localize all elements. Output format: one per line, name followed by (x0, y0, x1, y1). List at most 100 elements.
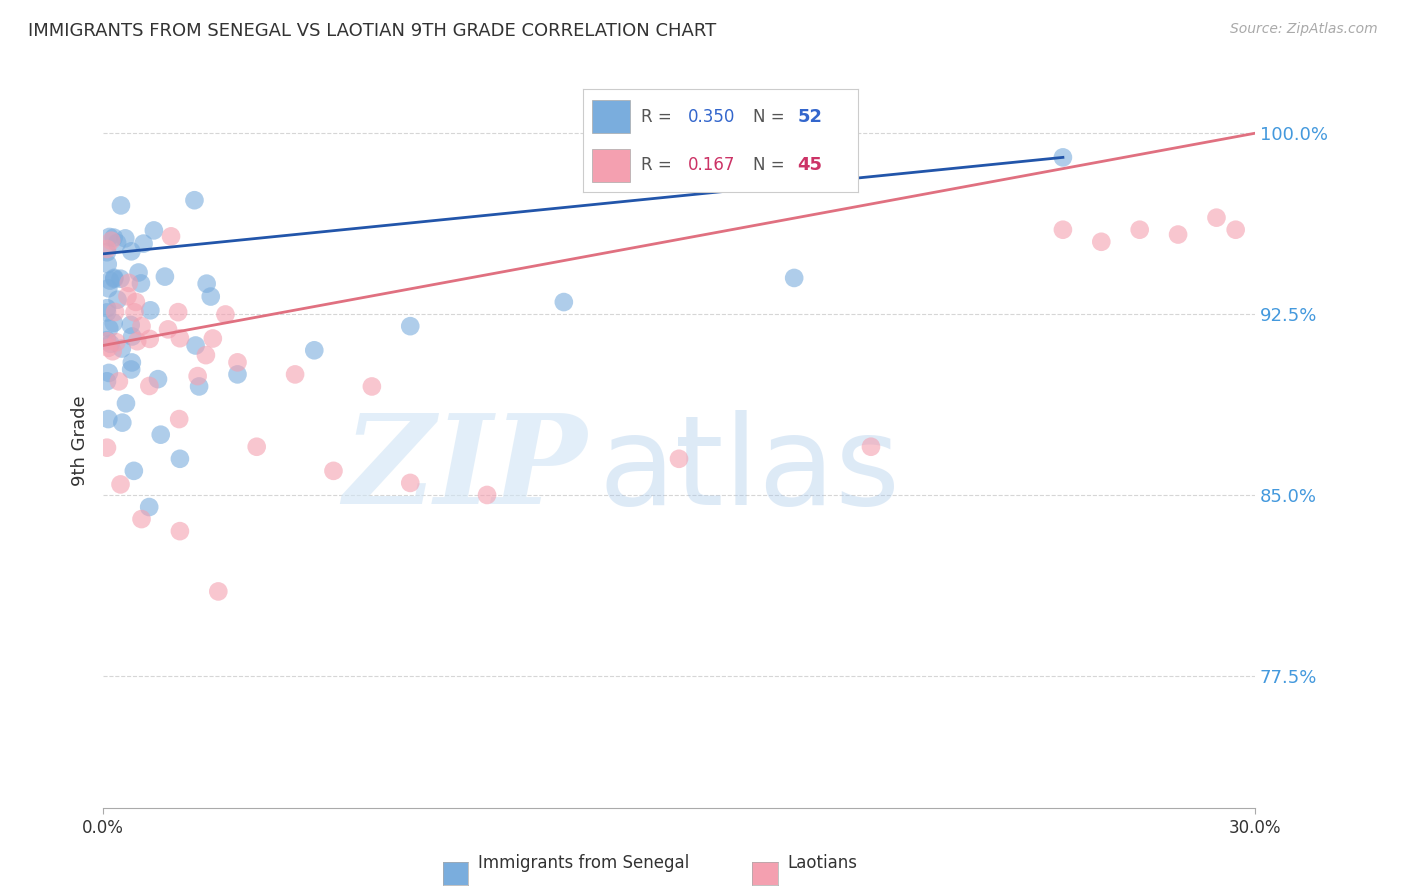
Point (167, 305, 190, 319)
Point (322, 464, 344, 478)
Point (96, 245, 118, 260)
Point (399, 475, 422, 490)
Point (131, 319, 153, 334)
Point (195, 277, 218, 291)
Point (110, 477, 132, 491)
Point (110, 271, 132, 285)
Point (121, 329, 143, 343)
Point (97, 366, 120, 380)
Point (120, 362, 142, 376)
Point (114, 231, 136, 245)
Point (132, 236, 155, 251)
Point (96, 441, 118, 455)
Text: Laotians: Laotians (787, 855, 858, 872)
Point (553, 295, 575, 310)
Point (187, 369, 209, 384)
Point (105, 335, 128, 350)
Point (668, 451, 690, 466)
Point (304, 343, 326, 358)
Point (96, 334, 118, 349)
Point (117, 289, 139, 303)
Point (111, 416, 134, 430)
Point (118, 276, 141, 290)
Point (160, 229, 183, 244)
Point (360, 379, 382, 393)
Point (127, 334, 149, 349)
Text: 45: 45 (797, 156, 823, 174)
Point (201, 331, 224, 345)
Point (96, 242, 118, 256)
Point (110, 198, 132, 212)
Point (139, 303, 162, 318)
Point (246, 440, 269, 454)
Point (146, 372, 169, 386)
Text: IMMIGRANTS FROM SENEGAL VS LAOTIAN 9TH GRADE CORRELATION CHART: IMMIGRANTS FROM SENEGAL VS LAOTIAN 9TH G… (28, 22, 717, 40)
Point (105, 235, 128, 250)
Point (214, 308, 236, 322)
Point (98, 230, 121, 244)
Point (97, 281, 120, 295)
Point (97, 257, 120, 271)
Point (138, 500, 160, 514)
Point (1167, 227, 1189, 242)
Point (157, 322, 180, 336)
Text: R =: R = (641, 156, 678, 174)
Point (149, 427, 172, 442)
Point (131, 512, 153, 526)
Point (96, 301, 118, 316)
Point (100, 336, 122, 351)
Point (100, 234, 122, 248)
Point (1052, 223, 1074, 237)
Point (129, 277, 152, 291)
Point (121, 355, 143, 369)
Point (153, 269, 176, 284)
Text: N =: N = (754, 156, 790, 174)
Point (103, 270, 125, 285)
Point (1205, 211, 1227, 225)
Point (188, 379, 211, 393)
Point (96, 305, 118, 319)
Point (859, 440, 882, 454)
Point (97, 341, 120, 355)
Point (97, 412, 120, 426)
Point (226, 368, 249, 382)
Point (107, 293, 129, 307)
Text: atlas: atlas (599, 409, 900, 531)
Point (103, 230, 125, 244)
Point (475, 488, 498, 502)
Point (142, 223, 165, 237)
Point (169, 331, 191, 345)
Point (1090, 235, 1112, 249)
Text: R =: R = (641, 108, 678, 126)
Point (101, 344, 124, 359)
Point (108, 375, 131, 389)
Y-axis label: 9th Grade: 9th Grade (72, 395, 89, 486)
Point (194, 348, 217, 362)
Text: Source: ZipAtlas.com: Source: ZipAtlas.com (1230, 22, 1378, 37)
Text: 0.350: 0.350 (688, 108, 735, 126)
Point (207, 584, 229, 599)
Point (96, 333, 118, 347)
Point (111, 342, 134, 356)
Point (98, 274, 121, 288)
Point (120, 244, 142, 259)
Point (1225, 223, 1247, 237)
Text: ZIP: ZIP (343, 409, 586, 531)
Point (122, 464, 145, 478)
Point (200, 289, 222, 303)
Point (98, 321, 121, 335)
Point (284, 368, 307, 382)
Point (783, 271, 806, 285)
Point (138, 332, 160, 346)
Point (103, 316, 125, 330)
Point (124, 305, 146, 319)
Point (226, 355, 249, 369)
Text: Immigrants from Senegal: Immigrants from Senegal (478, 855, 689, 872)
Text: 52: 52 (797, 108, 823, 126)
Point (120, 318, 142, 332)
Point (96, 374, 118, 388)
Text: N =: N = (754, 108, 790, 126)
Point (128, 265, 150, 279)
Point (184, 338, 207, 352)
Point (125, 294, 148, 309)
